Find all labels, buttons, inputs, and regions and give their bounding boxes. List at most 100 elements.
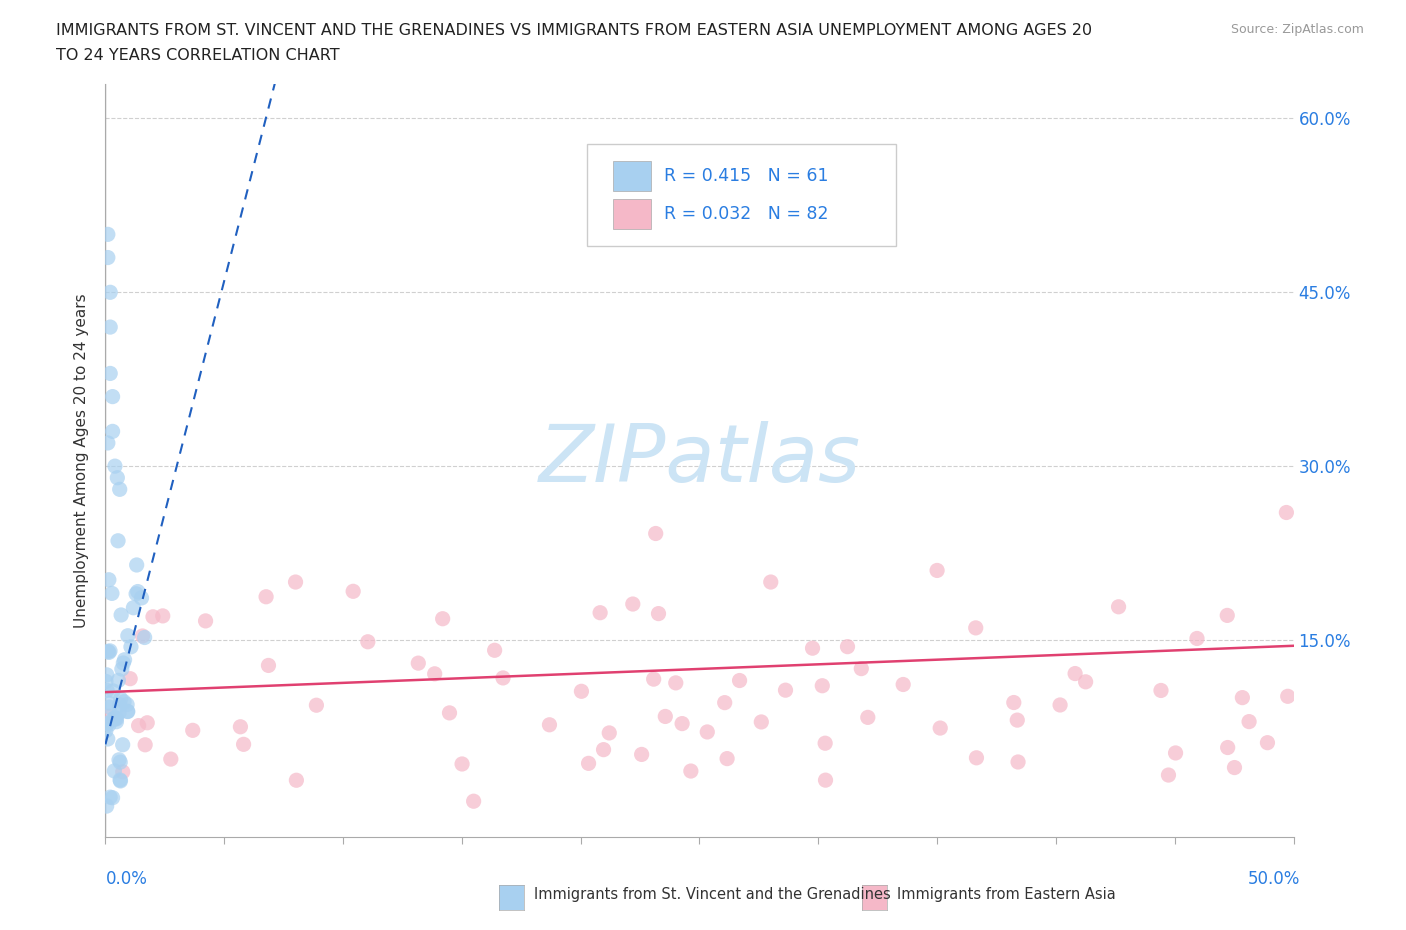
Point (97, 227, 120, 242)
Point (644, 526, 666, 541)
Point (801, 641, 824, 656)
Point (112, 695, 135, 710)
Point (1157, 767, 1180, 782)
Point (101, 586, 124, 601)
Point (120, 671, 142, 686)
Point (1164, 746, 1187, 761)
Point (671, 716, 693, 731)
Point (122, 600, 145, 615)
Point (630, 747, 652, 762)
Point (104, 711, 127, 726)
Point (142, 609, 165, 624)
Point (1216, 608, 1239, 623)
Point (965, 751, 987, 765)
Point (97, 644, 120, 658)
Point (105, 711, 128, 726)
Point (285, 773, 308, 788)
Point (120, 640, 142, 655)
Point (254, 590, 277, 604)
Point (342, 584, 364, 599)
Point (814, 773, 837, 788)
Point (749, 714, 772, 729)
Point (94, 674, 117, 689)
Point (108, 698, 131, 712)
Point (1108, 599, 1130, 614)
Text: R = 0.415   N = 61: R = 0.415 N = 61 (664, 167, 828, 185)
Point (1277, 689, 1299, 704)
Point (131, 591, 153, 605)
Point (1049, 698, 1071, 712)
Point (98, 644, 121, 658)
Point (284, 575, 307, 590)
Point (108, 482, 131, 497)
Point (112, 656, 135, 671)
Point (598, 725, 620, 740)
Point (98, 366, 121, 381)
Text: Immigrants from Eastern Asia: Immigrants from Eastern Asia (897, 887, 1116, 902)
Point (571, 684, 593, 698)
Point (97, 250, 120, 265)
Point (229, 719, 252, 734)
Point (408, 656, 430, 671)
Point (484, 643, 506, 658)
Point (194, 614, 217, 629)
Point (104, 458, 127, 473)
Point (110, 691, 132, 706)
Point (101, 712, 124, 727)
Point (1223, 760, 1246, 775)
Point (104, 711, 127, 725)
Point (98, 320, 121, 335)
Point (592, 742, 614, 757)
Text: Source: ZipAtlas.com: Source: ZipAtlas.com (1230, 23, 1364, 36)
Point (728, 673, 751, 688)
Point (94, 724, 117, 738)
Text: ZIPatlas: ZIPatlas (538, 421, 860, 499)
Point (105, 714, 128, 729)
Point (98, 790, 121, 804)
Text: IMMIGRANTS FROM ST. VINCENT AND THE GRENADINES VS IMMIGRANTS FROM EASTERN ASIA U: IMMIGRANTS FROM ST. VINCENT AND THE GREN… (56, 23, 1092, 38)
Point (98, 285, 121, 299)
Point (159, 751, 181, 766)
Point (108, 773, 131, 788)
Text: Immigrants from St. Vincent and the Grenadines: Immigrants from St. Vincent and the Gren… (534, 887, 891, 902)
Point (589, 605, 612, 620)
Text: 50.0%: 50.0% (1249, 870, 1301, 887)
Point (101, 790, 124, 805)
Point (111, 737, 134, 752)
Point (108, 705, 131, 720)
Point (97, 709, 120, 724)
Point (127, 584, 149, 599)
Point (775, 683, 797, 698)
Point (101, 424, 124, 439)
FancyBboxPatch shape (586, 144, 896, 246)
Point (128, 718, 150, 733)
Point (814, 736, 837, 751)
Point (1256, 736, 1278, 751)
Point (136, 715, 159, 730)
Point (538, 717, 561, 732)
Point (117, 704, 139, 719)
Point (117, 704, 139, 719)
Point (925, 563, 948, 578)
Point (257, 658, 280, 673)
Point (107, 673, 129, 688)
Point (965, 620, 987, 635)
Point (621, 597, 644, 612)
Point (665, 675, 688, 690)
Point (131, 629, 153, 644)
Point (115, 698, 138, 712)
Point (96, 799, 118, 814)
Text: 0.0%: 0.0% (105, 870, 148, 887)
Point (1064, 666, 1087, 681)
Point (134, 630, 156, 644)
Point (111, 764, 134, 779)
Point (837, 639, 859, 654)
Point (1275, 505, 1298, 520)
Point (232, 737, 254, 751)
Point (97, 645, 120, 660)
Point (439, 706, 461, 721)
Text: TO 24 YEARS CORRELATION CHART: TO 24 YEARS CORRELATION CHART (56, 48, 340, 63)
Point (891, 677, 914, 692)
Point (101, 389, 124, 404)
Point (423, 667, 446, 682)
